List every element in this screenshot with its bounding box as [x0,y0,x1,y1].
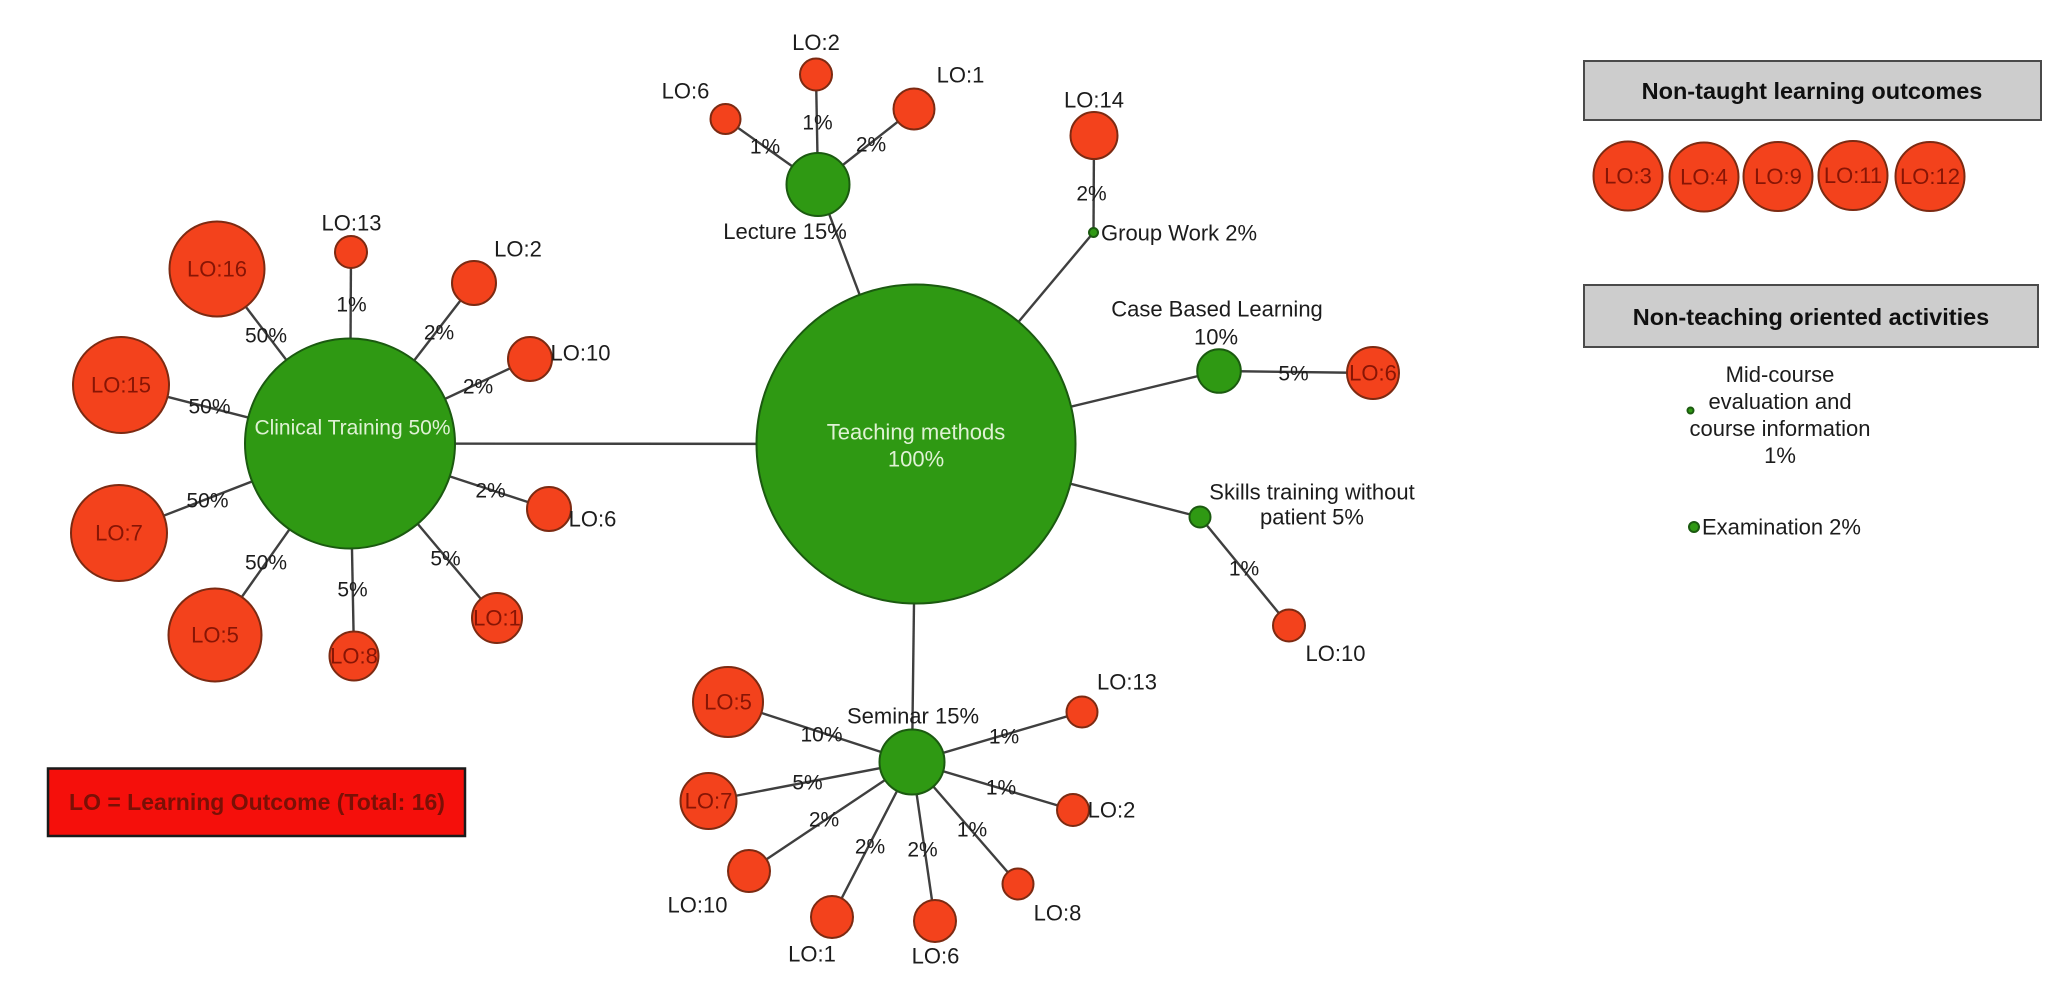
svg-text:LO:13: LO:13 [322,211,382,236]
svg-text:1%: 1% [986,777,1016,800]
svg-text:5%: 5% [337,579,367,602]
svg-text:LO:8: LO:8 [1034,901,1082,926]
svg-text:Skills training without: Skills training without [1209,480,1414,505]
svg-text:100%: 100% [888,447,944,472]
svg-text:LO:2: LO:2 [494,237,542,262]
svg-text:1%: 1% [802,112,832,135]
svg-text:LO:5: LO:5 [191,623,239,648]
svg-text:LO:1: LO:1 [473,606,521,631]
svg-text:evaluation and: evaluation and [1708,389,1851,414]
svg-text:LO:1: LO:1 [788,942,836,967]
svg-text:LO:10: LO:10 [668,893,728,918]
svg-text:LO:6: LO:6 [912,944,960,969]
svg-text:5%: 5% [1278,363,1308,386]
svg-text:Non-teaching oriented activiti: Non-teaching oriented activities [1633,304,1989,330]
svg-text:2%: 2% [856,134,886,157]
svg-text:Seminar 15%: Seminar 15% [847,704,979,729]
svg-text:LO:16: LO:16 [187,257,247,282]
svg-text:Examination 2%: Examination 2% [1702,515,1861,540]
svg-text:LO:7: LO:7 [685,789,733,814]
svg-text:5%: 5% [430,548,460,571]
svg-text:LO:10: LO:10 [551,341,611,366]
svg-text:50%: 50% [245,552,287,575]
svg-text:1%: 1% [750,136,780,159]
svg-text:LO:12: LO:12 [1900,164,1960,189]
svg-text:LO:14: LO:14 [1064,88,1124,113]
svg-text:LO:5: LO:5 [704,690,752,715]
svg-text:LO:6: LO:6 [1349,361,1397,386]
svg-text:course information: course information [1690,416,1871,441]
svg-text:LO:2: LO:2 [792,30,840,55]
svg-text:Case Based Learning: Case Based Learning [1111,297,1323,322]
svg-text:LO:9: LO:9 [1754,164,1802,189]
svg-text:LO:8: LO:8 [330,644,378,669]
svg-text:50%: 50% [245,325,287,348]
svg-text:Mid-course: Mid-course [1726,362,1835,387]
svg-text:5%: 5% [792,772,822,795]
svg-text:LO:2: LO:2 [1088,798,1136,823]
svg-text:Teaching methods: Teaching methods [827,420,1006,445]
svg-text:2%: 2% [907,839,937,862]
svg-text:1%: 1% [1229,558,1259,581]
svg-text:LO:4: LO:4 [1680,165,1728,190]
svg-text:LO:3: LO:3 [1604,164,1652,189]
svg-text:50%: 50% [186,490,228,513]
svg-text:1%: 1% [336,294,366,317]
svg-text:LO = Learning Outcome (Total:: LO = Learning Outcome (Total: 16) [69,789,445,815]
svg-text:2%: 2% [463,376,493,399]
svg-text:LO:6: LO:6 [662,79,710,104]
svg-text:Lecture 15%: Lecture 15% [723,219,847,244]
svg-text:Clinical Training 50%: Clinical Training 50% [254,417,450,440]
svg-text:LO:7: LO:7 [95,521,143,546]
svg-text:2%: 2% [424,322,454,345]
svg-text:LO:15: LO:15 [91,373,151,398]
svg-text:LO:11: LO:11 [1824,163,1882,188]
svg-text:LO:10: LO:10 [1306,641,1366,666]
svg-text:2%: 2% [855,836,885,859]
svg-text:Non-taught learning outcomes: Non-taught learning outcomes [1642,78,1983,104]
svg-text:10%: 10% [800,724,842,747]
svg-text:50%: 50% [188,396,230,419]
svg-text:2%: 2% [475,480,505,503]
svg-text:2%: 2% [809,809,839,832]
svg-text:10%: 10% [1194,325,1238,350]
svg-text:LO:6: LO:6 [569,507,617,532]
svg-text:1%: 1% [989,726,1019,749]
svg-text:patient 5%: patient 5% [1260,505,1364,530]
svg-text:1%: 1% [957,819,987,842]
svg-text:Group Work 2%: Group Work 2% [1101,221,1257,246]
svg-text:2%: 2% [1076,183,1106,206]
svg-text:LO:1: LO:1 [937,63,985,88]
svg-text:LO:13: LO:13 [1097,670,1157,695]
svg-text:1%: 1% [1764,443,1796,468]
